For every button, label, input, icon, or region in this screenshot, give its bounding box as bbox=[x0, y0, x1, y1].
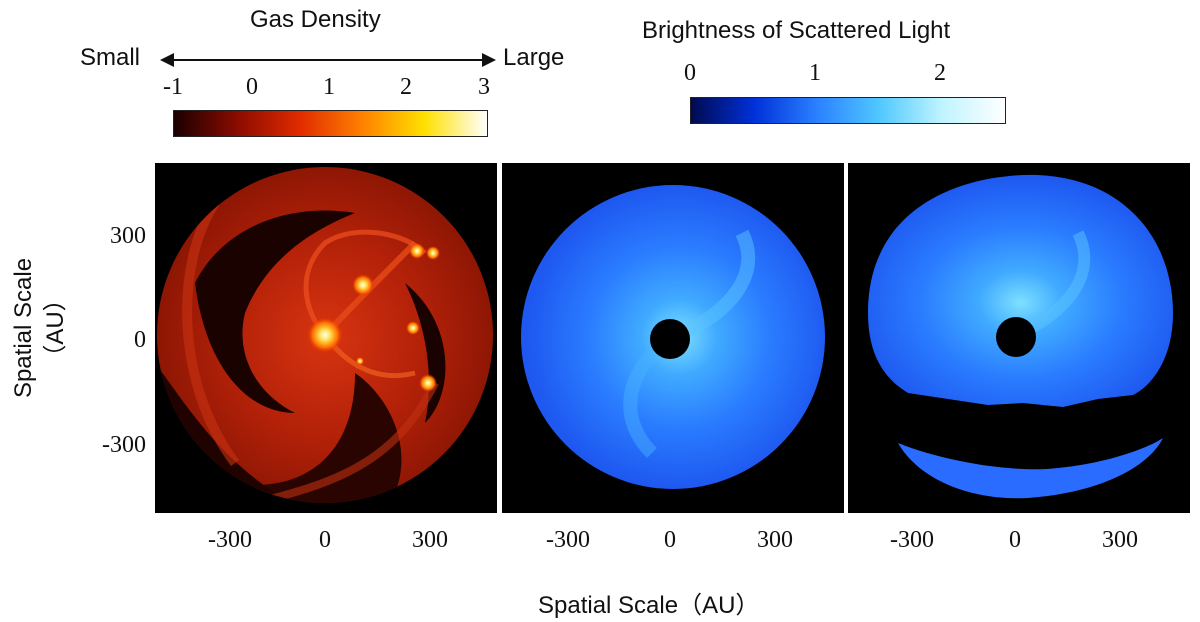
gas-density-map bbox=[155, 163, 497, 513]
large-label: Large bbox=[503, 44, 565, 71]
gas-tick-label: 3 bbox=[478, 74, 490, 100]
x-tick-label: -300 bbox=[546, 527, 590, 553]
light-tick-label: 1 bbox=[809, 60, 821, 86]
y-tick-label: 300 bbox=[110, 223, 146, 249]
gas-tick-label: 0 bbox=[246, 74, 258, 100]
x-tick-label: 0 bbox=[664, 527, 676, 553]
scattered-light-title: Brightness of Scattered Light bbox=[642, 17, 951, 44]
y-tick-label: -300 bbox=[102, 432, 146, 458]
x-tick-label: -300 bbox=[208, 527, 252, 553]
double-arrow-icon bbox=[160, 53, 496, 67]
light-tick-label: 0 bbox=[684, 60, 696, 86]
y-axis-label: Spatial Scale （AU） bbox=[10, 257, 69, 399]
x-tick-label: 0 bbox=[1009, 527, 1021, 553]
gas-tick-label: -1 bbox=[163, 74, 183, 100]
x-tick-label: 300 bbox=[1102, 527, 1138, 553]
light-tick-label: 2 bbox=[934, 60, 946, 86]
gas-density-colorbar bbox=[173, 110, 488, 137]
y-tick-label: 0 bbox=[134, 327, 146, 353]
scattered-light-colorbar bbox=[690, 97, 1006, 124]
x-tick-label: 300 bbox=[757, 527, 793, 553]
small-label: Small bbox=[80, 44, 141, 71]
gas-tick-label: 2 bbox=[400, 74, 412, 100]
x-axis-label: Spatial Scale（AU） bbox=[538, 592, 760, 619]
gas-density-title: Gas Density bbox=[250, 6, 381, 33]
x-tick-label: -300 bbox=[890, 527, 934, 553]
x-tick-label: 300 bbox=[412, 527, 448, 553]
scattered-light-inclined bbox=[848, 163, 1190, 513]
scattered-light-face-on bbox=[502, 163, 844, 513]
gas-tick-label: 1 bbox=[323, 74, 335, 100]
x-tick-label: 0 bbox=[319, 527, 331, 553]
